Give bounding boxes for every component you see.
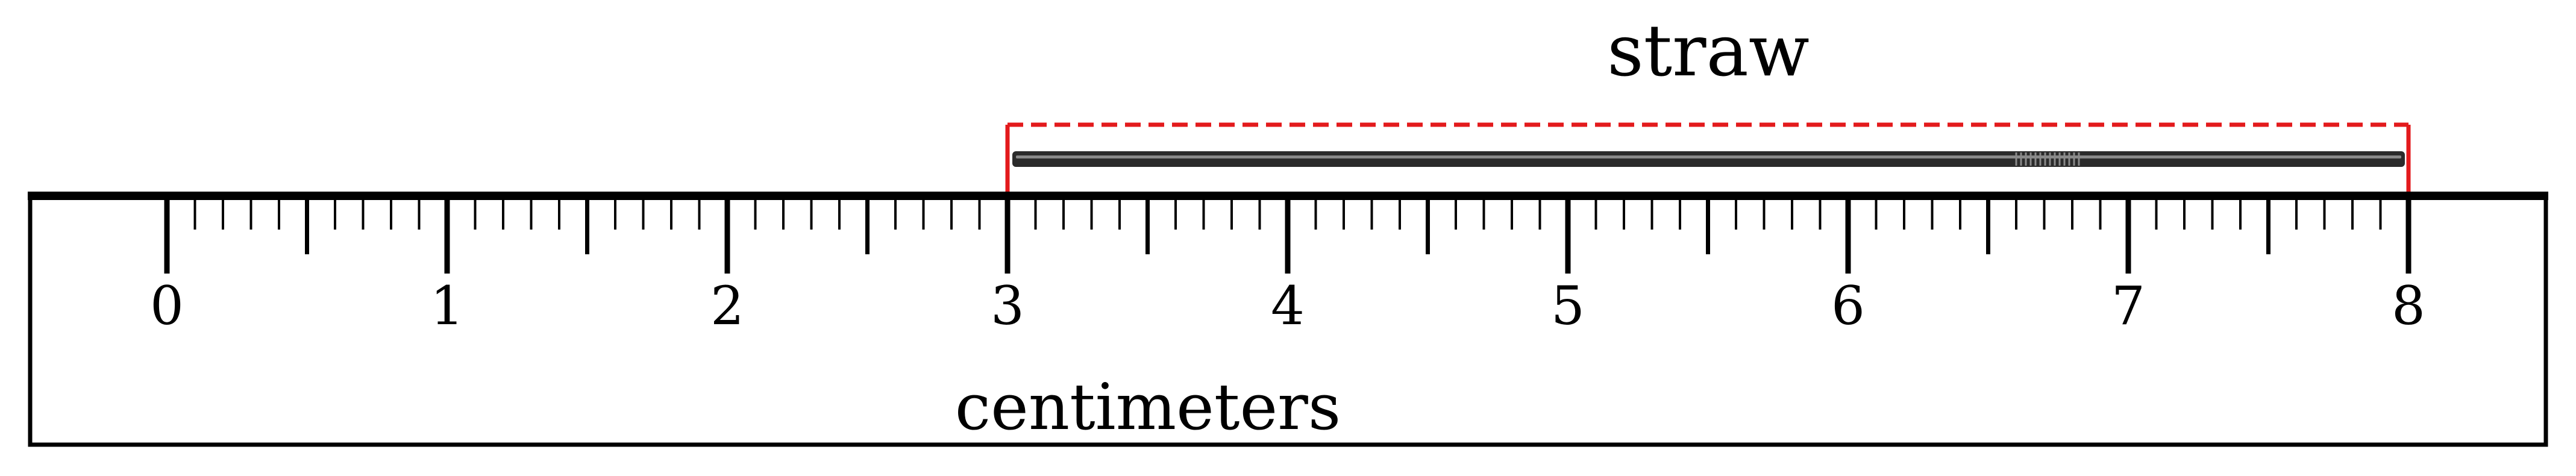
ruler-ticks [164, 198, 2411, 274]
straw-highlight [1016, 155, 2401, 158]
straw-object [1012, 151, 2405, 167]
ruler-tick-label: 4 [1271, 275, 1305, 337]
ruler-tick-label: 8 [2392, 275, 2425, 337]
ruler: 0 1 2 3 4 5 6 7 8 centimeters [28, 192, 2548, 447]
ruler-unit-label: centimeters [955, 370, 1341, 444]
ruler-tick-label: 5 [1551, 275, 1585, 337]
straw-body [1012, 151, 2405, 167]
ruler-tick-label: 2 [710, 275, 744, 337]
measurement-bracket [1005, 122, 2411, 195]
ruler-tick-label: 0 [150, 275, 184, 337]
ruler-tick-labels: 0 1 2 3 4 5 6 7 8 [150, 275, 2425, 337]
ruler-tick-label: 6 [1831, 275, 1865, 337]
ruler-tick-label: 3 [991, 275, 1024, 337]
ruler-tick-label: 1 [430, 275, 464, 337]
straw-flex-joint [2015, 152, 2080, 166]
ruler-tick-label: 7 [2111, 275, 2145, 337]
object-label: straw [1607, 9, 1810, 92]
